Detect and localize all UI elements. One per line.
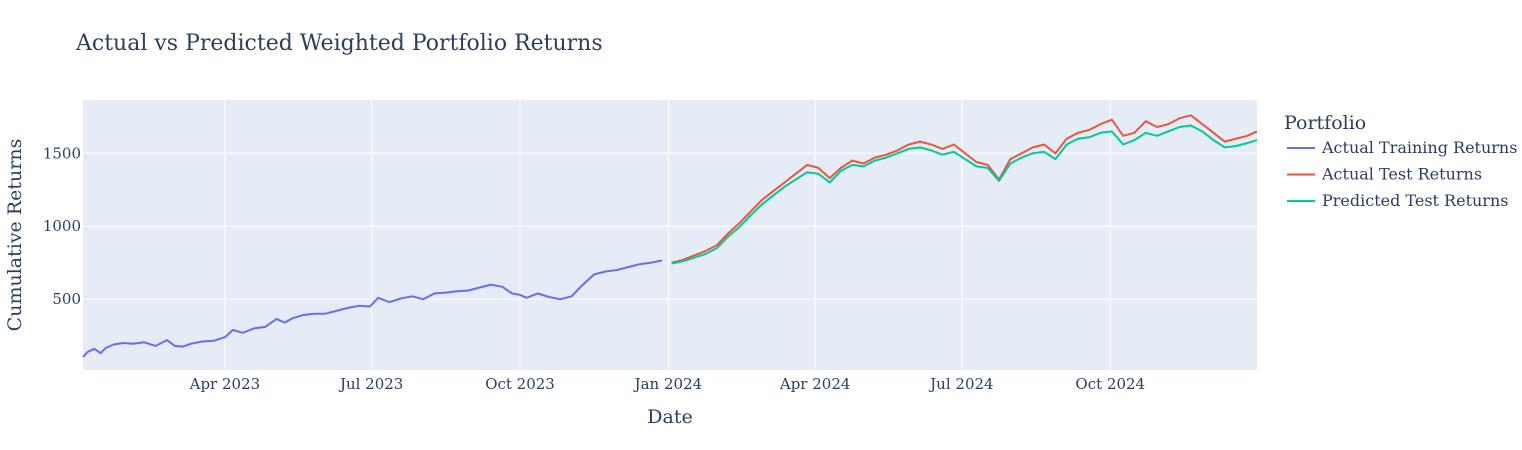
x-tick-labels: Apr 2023 Jul 2023 Oct 2023 Jan 2024 Apr 2024… — [189, 375, 1145, 393]
plot-area — [83, 100, 1257, 370]
y-tick-label: 1000 — [43, 217, 81, 235]
x-tick-label: Oct 2024 — [1075, 375, 1145, 393]
series-line-3 — [671, 124, 1258, 265]
x-tick-label: Apr 2023 — [189, 375, 261, 393]
series-line-1 — [82, 259, 663, 358]
legend-item[interactable]: Predicted Test Returns — [1287, 191, 1508, 210]
x-axis-title: Date — [647, 406, 692, 428]
legend-title: Portfolio — [1284, 112, 1366, 134]
grid — [83, 100, 1257, 370]
chart-title: Actual vs Predicted Weighted Portfolio R… — [75, 31, 603, 56]
series-lines — [82, 114, 1258, 358]
y-axis-title: Cumulative Returns — [4, 139, 26, 332]
legend-item[interactable]: Actual Training Returns — [1287, 138, 1517, 157]
legend[interactable]: Portfolio Actual Training Returns Actual … — [1284, 112, 1517, 210]
x-tick-label: Jul 2024 — [928, 375, 993, 393]
legend-label: Predicted Test Returns — [1322, 191, 1508, 210]
x-tick-label: Apr 2024 — [779, 375, 851, 393]
y-tick-label: 500 — [52, 290, 81, 308]
y-tick-label: 1500 — [43, 144, 81, 162]
x-tick-label: Jul 2023 — [338, 375, 403, 393]
y-tick-labels: 500 1000 1500 — [43, 144, 81, 308]
series-line-2 — [671, 114, 1258, 264]
x-tick-label: Oct 2023 — [485, 375, 555, 393]
legend-label: Actual Test Returns — [1321, 165, 1482, 184]
x-tick-label: Jan 2024 — [633, 375, 703, 393]
legend-label: Actual Training Returns — [1321, 138, 1517, 157]
legend-item[interactable]: Actual Test Returns — [1287, 165, 1482, 184]
